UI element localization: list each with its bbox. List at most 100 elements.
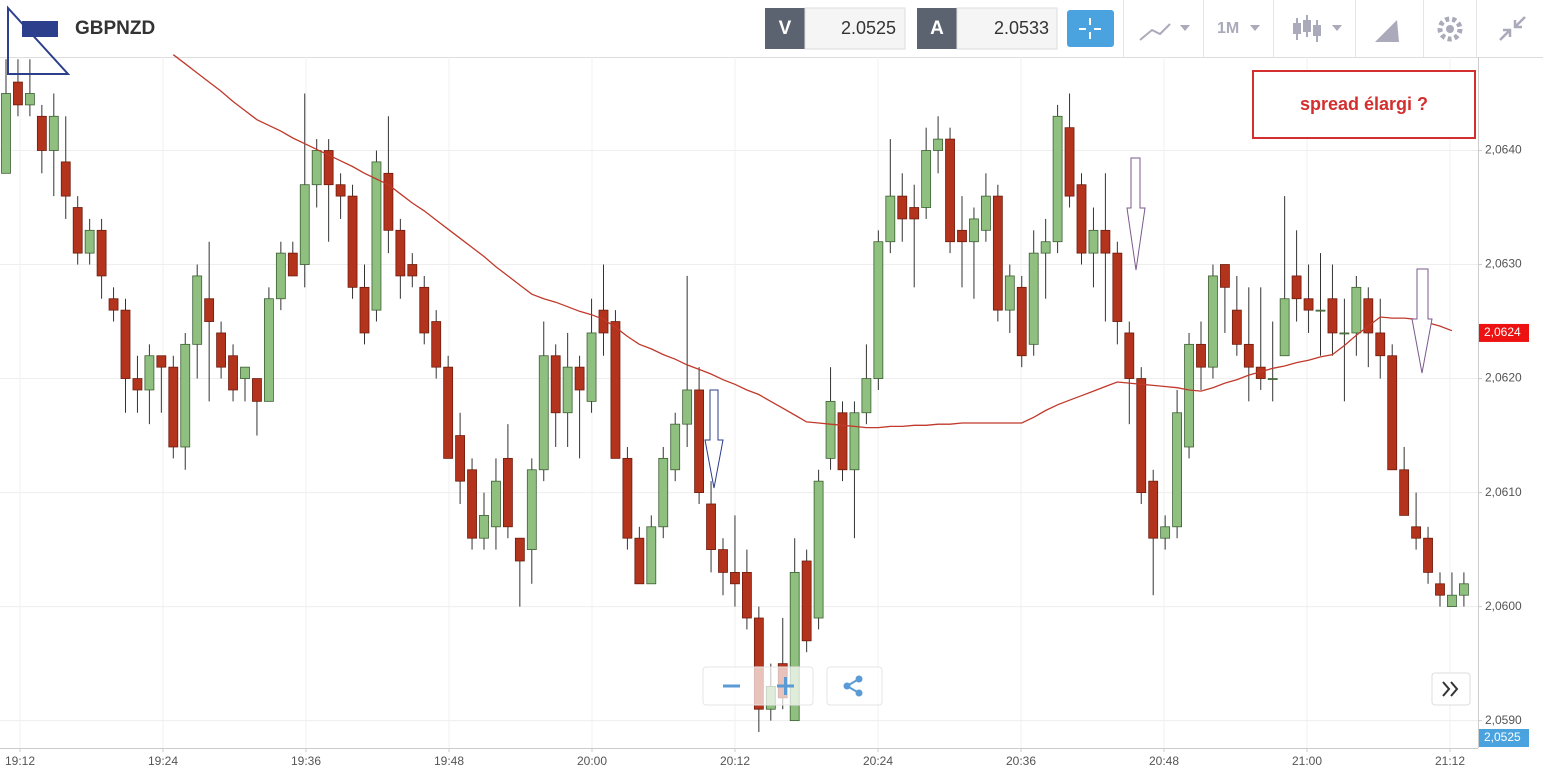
candle-body xyxy=(1267,378,1278,380)
bid-price: 2.0525 xyxy=(841,18,896,38)
candle-body xyxy=(526,469,537,550)
candle-body xyxy=(658,457,669,528)
candle-body xyxy=(216,332,227,368)
candle-body xyxy=(335,184,346,197)
candle-body xyxy=(646,526,657,585)
candle-body xyxy=(1303,298,1314,311)
candle-body xyxy=(479,514,489,539)
candle-body xyxy=(1184,343,1194,448)
candle-body xyxy=(1040,241,1051,254)
dropdown-caret xyxy=(1180,25,1190,31)
collapse-button[interactable] xyxy=(1499,16,1526,41)
candle-body xyxy=(96,229,107,277)
x-tick-label: 19:36 xyxy=(291,754,321,768)
crosshair-icon xyxy=(1079,18,1101,39)
candle-body xyxy=(443,366,454,459)
candle-body xyxy=(144,355,155,391)
bid-box xyxy=(804,7,906,50)
settings-hub xyxy=(1446,25,1454,33)
candle-body xyxy=(694,389,704,493)
candle-body xyxy=(1411,526,1421,539)
candle-body xyxy=(670,423,681,471)
candle-body xyxy=(1387,355,1398,471)
candle-body xyxy=(753,617,764,710)
y-tick-label: 2,0610 xyxy=(1485,485,1522,499)
candle-body xyxy=(1339,332,1350,335)
candle-body xyxy=(1028,252,1039,345)
candle-body xyxy=(945,138,955,243)
candle-body xyxy=(622,457,633,539)
zoom-in-button[interactable] xyxy=(777,677,794,695)
bid-button[interactable] xyxy=(765,8,805,49)
candle-body xyxy=(634,537,645,585)
drawing-tool-button[interactable] xyxy=(1375,20,1399,42)
candle-body xyxy=(1076,184,1087,254)
candle-body xyxy=(1112,252,1123,322)
ask-box xyxy=(956,7,1058,50)
candle-body xyxy=(72,207,83,254)
candle-body xyxy=(467,469,477,539)
candle-body xyxy=(1208,275,1218,368)
scroll-end-button[interactable] xyxy=(1431,672,1471,706)
candle-body xyxy=(1423,537,1433,573)
candle-body xyxy=(562,366,573,414)
ask-button[interactable] xyxy=(917,8,957,49)
candle-body xyxy=(419,286,430,334)
bid-tag-label: 2,0525 xyxy=(1484,730,1521,744)
candle-body xyxy=(491,480,501,528)
x-tick-label: 20:36 xyxy=(1006,754,1036,768)
settings-button[interactable] xyxy=(1437,16,1463,42)
candle-body xyxy=(1291,275,1302,300)
candle-body xyxy=(383,172,394,231)
candle-body xyxy=(861,378,872,414)
candle-body xyxy=(1351,286,1362,334)
candle-body xyxy=(1136,378,1147,493)
candle-body xyxy=(263,298,274,402)
candle-body xyxy=(1315,309,1326,312)
share-dot xyxy=(855,689,863,697)
candle-body xyxy=(1172,412,1182,528)
interval-button[interactable]: 1M xyxy=(1217,20,1239,37)
candle-body xyxy=(1088,229,1099,254)
candle-body xyxy=(192,275,203,345)
ask-price: 2.0533 xyxy=(994,18,1049,38)
bid-label: V xyxy=(779,18,792,39)
x-tick-label: 19:48 xyxy=(434,754,464,768)
candle-body xyxy=(359,286,370,334)
moving-average xyxy=(172,54,1453,429)
candle-body xyxy=(897,195,908,220)
y-tick-label: 2,0590 xyxy=(1485,713,1522,727)
candle-body xyxy=(538,355,549,471)
candle-body xyxy=(252,378,262,402)
candle-body xyxy=(1160,526,1171,539)
candle-body xyxy=(730,571,740,585)
candle-body xyxy=(13,81,23,106)
candle-body xyxy=(407,264,418,277)
candle-body xyxy=(957,229,967,243)
annotation: spread élargi ? xyxy=(1300,94,1428,114)
candle-body xyxy=(1016,286,1027,357)
candle-body xyxy=(981,195,991,231)
candle-body xyxy=(156,355,167,368)
candle-body xyxy=(1279,298,1290,357)
share-control xyxy=(826,666,883,706)
candle-body xyxy=(586,332,597,402)
candle-body xyxy=(299,184,310,265)
candle-body xyxy=(574,366,585,391)
candle-body xyxy=(849,412,860,471)
candle-body xyxy=(921,150,932,208)
candle-body xyxy=(228,355,238,391)
crosshair-button[interactable] xyxy=(1067,10,1114,47)
candle-body xyxy=(240,366,250,379)
candle-body xyxy=(455,435,466,482)
candle-body xyxy=(36,115,47,151)
candle-body xyxy=(1064,127,1075,197)
chart-type-button[interactable] xyxy=(1139,23,1171,41)
candle-body xyxy=(1435,583,1445,596)
candle-body xyxy=(1375,332,1386,357)
dropdown-caret xyxy=(1250,25,1260,31)
candle-body xyxy=(789,571,800,722)
ask-label: A xyxy=(930,18,944,39)
candle-body xyxy=(1220,264,1230,288)
